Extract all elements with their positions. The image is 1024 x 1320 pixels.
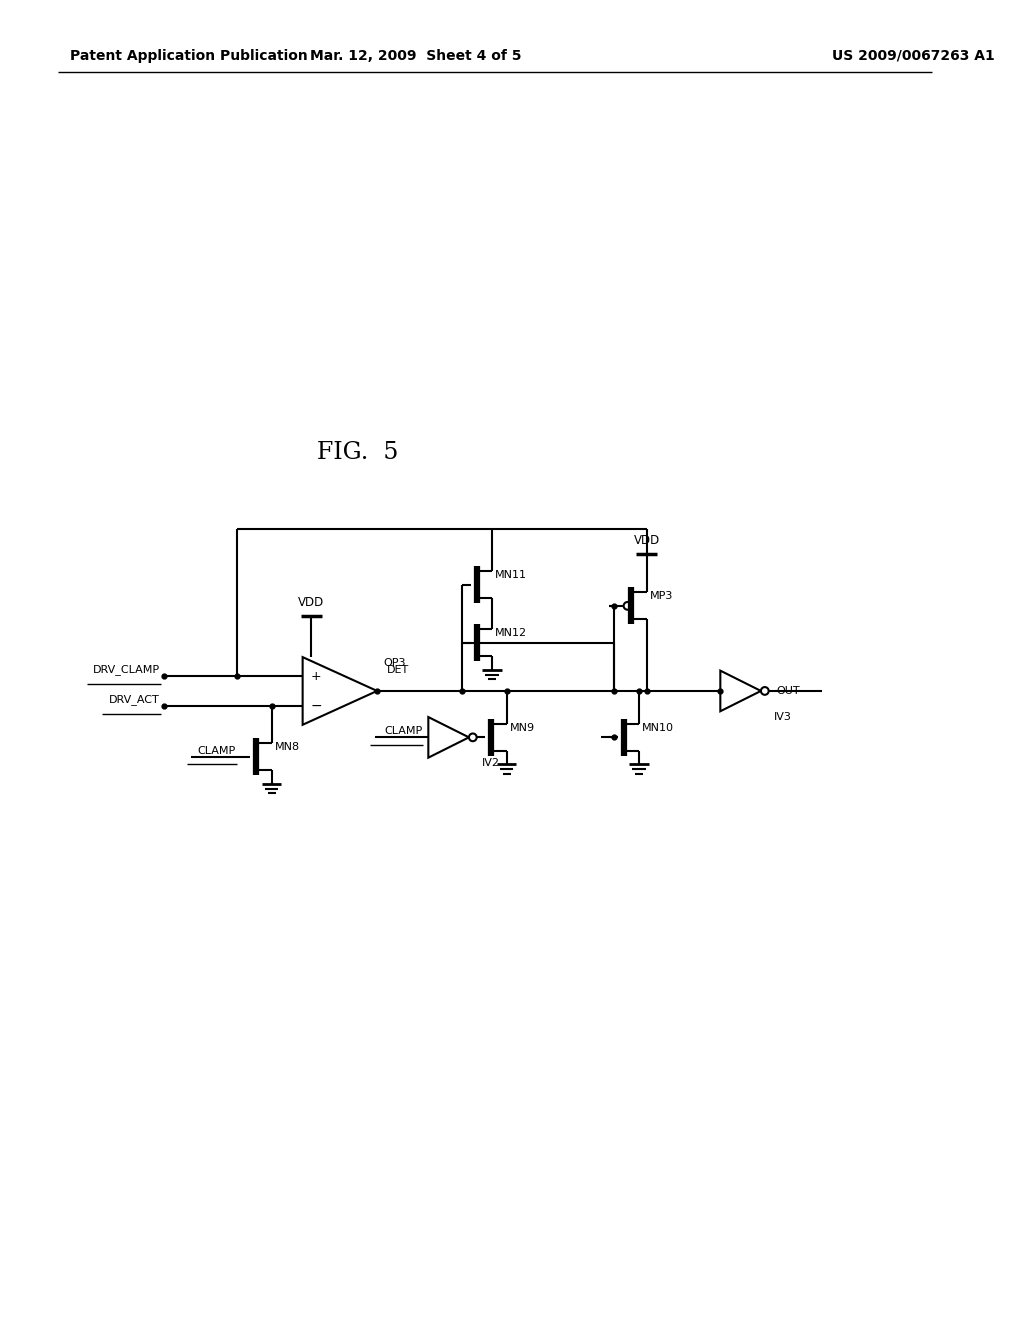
Text: +: + <box>311 669 322 682</box>
Text: MN8: MN8 <box>274 742 300 752</box>
Text: DRV_CLAMP: DRV_CLAMP <box>92 664 160 675</box>
Text: MN11: MN11 <box>495 570 527 579</box>
Text: OP3: OP3 <box>383 657 406 668</box>
Text: MN12: MN12 <box>495 628 527 638</box>
Text: CLAMP: CLAMP <box>198 746 236 756</box>
Text: VDD: VDD <box>634 533 660 546</box>
Text: Mar. 12, 2009  Sheet 4 of 5: Mar. 12, 2009 Sheet 4 of 5 <box>310 49 521 62</box>
Text: DRV_ACT: DRV_ACT <box>109 693 160 705</box>
Text: FIG.  5: FIG. 5 <box>317 441 398 463</box>
Text: −: − <box>310 698 322 713</box>
Text: IV3: IV3 <box>773 711 792 722</box>
Text: DET: DET <box>387 665 409 675</box>
Text: MN10: MN10 <box>642 722 674 733</box>
Text: CLAMP: CLAMP <box>384 726 423 735</box>
Text: VDD: VDD <box>298 597 325 610</box>
Text: MN9: MN9 <box>510 722 535 733</box>
Text: Patent Application Publication: Patent Application Publication <box>70 49 307 62</box>
Text: MP3: MP3 <box>650 591 673 601</box>
Text: US 2009/0067263 A1: US 2009/0067263 A1 <box>831 49 994 62</box>
Text: OUT: OUT <box>776 686 800 696</box>
Text: IV2: IV2 <box>481 759 500 768</box>
